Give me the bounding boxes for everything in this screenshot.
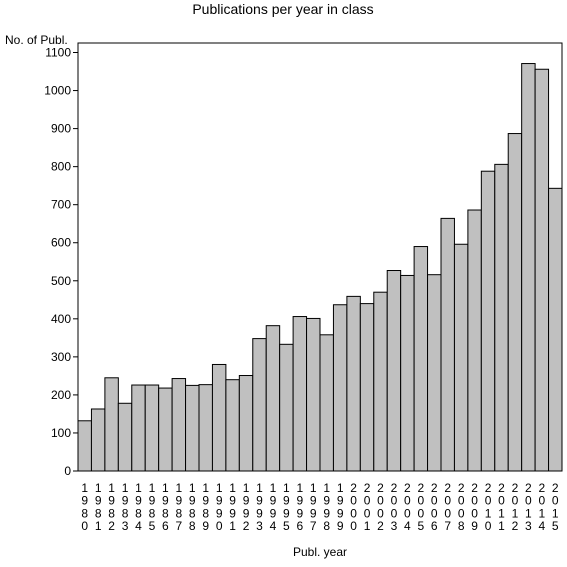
bar-2010 <box>480 170 496 472</box>
bar-1998 <box>319 334 334 472</box>
bar-1986 <box>158 387 173 472</box>
bar-2004 <box>400 274 415 472</box>
bar-2011 <box>494 163 509 472</box>
x-axis-label: Publ. year <box>293 545 347 559</box>
bar-1988 <box>185 384 200 472</box>
bar-2005 <box>413 246 429 472</box>
y-tick-label: 0 <box>64 464 71 478</box>
x-axis-tick-labels: 1 9 8 0 1 9 8 1 1 9 8 2 1 9 8 3 1 9 8 4 1 9 8 5 1 9 8 6 1 9 8 7 1 9 8 8 1 9 8 9… <box>81 481 559 533</box>
y-axis-ticks: 0 100 200 300 400 500 600 700 800 900 1000 1100 <box>44 46 78 478</box>
bar-1989 <box>198 384 213 472</box>
bar-1981 <box>90 408 106 472</box>
bar-2007 <box>440 217 455 472</box>
bar-2008 <box>453 243 469 472</box>
bar-2000 <box>346 295 361 472</box>
bar-2014 <box>534 68 550 472</box>
bar-1993 <box>252 338 267 472</box>
bar-2012 <box>507 133 523 472</box>
bar-1983 <box>117 402 133 472</box>
bar-2013 <box>521 63 536 472</box>
bar-2001 <box>359 303 375 472</box>
bar-2002 <box>373 291 388 472</box>
bar-1980 <box>77 420 92 472</box>
bar-2003 <box>386 270 402 472</box>
bar-1997 <box>306 317 321 472</box>
y-tick-label: 700 <box>51 198 71 212</box>
bar-2006 <box>427 274 442 472</box>
bar-2015 <box>548 187 563 472</box>
bar-1982 <box>104 377 119 472</box>
y-tick-label: 1000 <box>44 84 71 98</box>
y-tick-label: 600 <box>51 236 71 250</box>
y-tick-label: 400 <box>51 312 71 326</box>
y-tick-label: 500 <box>51 274 71 288</box>
bar-2009 <box>467 209 482 472</box>
y-axis-label: No. of Publ. <box>5 33 68 47</box>
bar-1992 <box>238 375 254 472</box>
chart-title: Publications per year in class <box>192 1 373 17</box>
bar-1985 <box>144 384 160 472</box>
plot-frame <box>77 42 563 472</box>
bar-1991 <box>225 379 240 472</box>
bars <box>77 63 563 472</box>
y-tick-label: 900 <box>51 122 71 136</box>
y-tick-label: 300 <box>51 350 71 364</box>
bar-1995 <box>279 343 294 472</box>
bar-1984 <box>131 384 146 472</box>
bar-1990 <box>211 363 227 472</box>
y-tick-label: 800 <box>51 160 71 174</box>
bar-1996 <box>292 316 308 472</box>
bar-1999 <box>332 304 348 472</box>
y-tick-label: 200 <box>51 388 71 402</box>
bar-1994 <box>265 325 281 472</box>
y-tick-label: 100 <box>51 426 71 440</box>
y-tick-label: 1100 <box>45 46 71 60</box>
bar-1987 <box>171 378 187 472</box>
